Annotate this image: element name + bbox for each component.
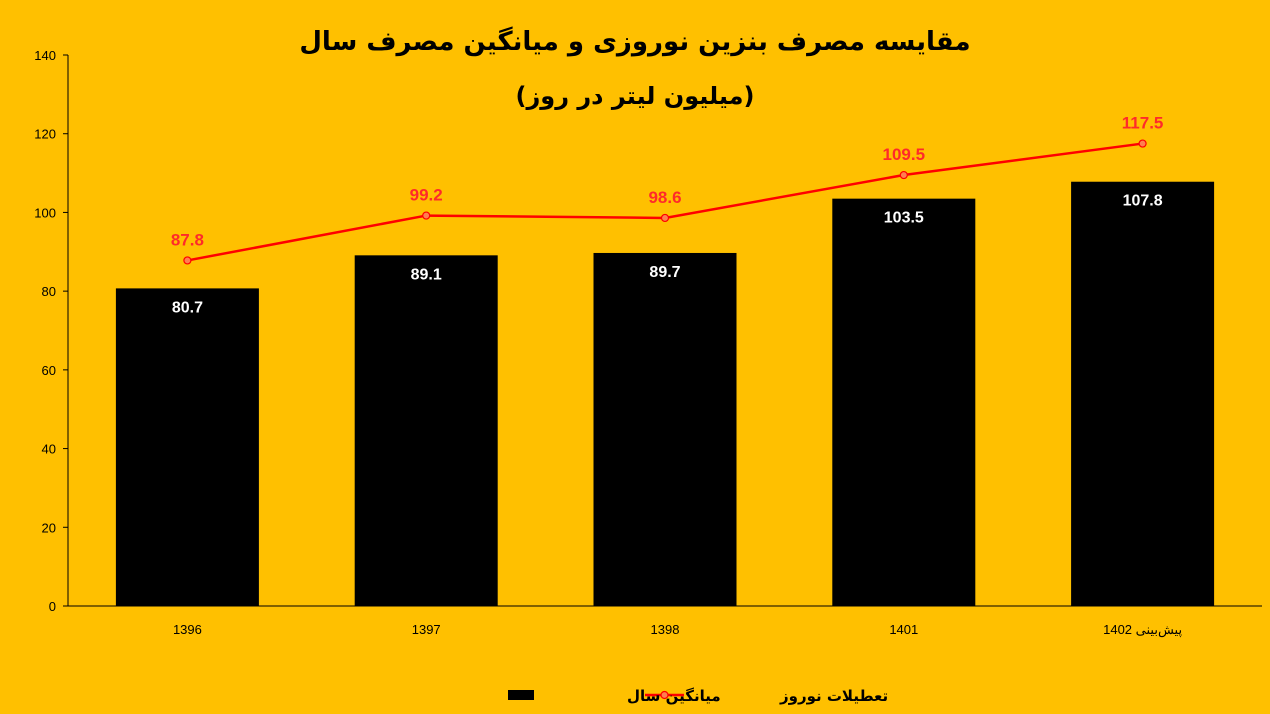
bar-value-label: 107.8 — [1123, 193, 1163, 210]
line-value-label: 109.5 — [883, 145, 926, 164]
chart-title: مقایسه مصرف بنزین نوروزی و میانگین مصرف … — [299, 26, 970, 57]
legend-item-line: تعطیلات نوروز — [645, 687, 888, 705]
bar-value-label: 89.7 — [649, 264, 680, 281]
x-tick-label: 1396 — [173, 622, 202, 637]
y-tick-label: 0 — [49, 599, 56, 614]
line-point — [660, 213, 670, 223]
bar — [593, 252, 737, 606]
bar-value-label: 103.5 — [884, 210, 924, 227]
y-tick-label: 80 — [42, 284, 56, 299]
x-tick-label: 1398 — [651, 622, 680, 637]
y-axis: 0 20 40 60 80 100 120 140 — [34, 48, 69, 614]
line-point — [899, 170, 908, 180]
line-point — [422, 211, 431, 220]
chart-subtitle: (میلیون لیتر در روز) — [515, 82, 754, 110]
legend-line-label: تعطیلات نوروز — [779, 687, 888, 705]
legend-line-marker — [660, 690, 669, 700]
line-value-label: 99.2 — [410, 186, 443, 205]
legend-bar-swatch — [508, 690, 534, 700]
bar — [1071, 181, 1215, 607]
bar — [832, 198, 976, 606]
bar-value-label: 80.7 — [172, 299, 203, 316]
x-tick-label: 1397 — [412, 622, 441, 637]
line-point — [1138, 139, 1147, 148]
bar — [354, 255, 498, 606]
y-tick-label: 120 — [34, 127, 56, 142]
line-value-label: 87.8 — [171, 230, 204, 249]
legend: تعطیلات نوروز میانگین سال — [508, 687, 888, 705]
x-tick-label: پیش‌بینی 1402 — [1103, 622, 1182, 638]
y-tick-label: 100 — [34, 205, 56, 220]
x-tick-label: 1401 — [889, 622, 918, 637]
legend-item-bar: میانگین سال — [508, 687, 721, 705]
line-value-label: 98.6 — [648, 188, 681, 207]
legend-bar-label: میانگین سال — [627, 687, 721, 705]
y-tick-label: 40 — [42, 442, 56, 457]
y-tick-label: 60 — [42, 363, 56, 378]
bar-series: 80.7 89.1 89.7 103.5 107.8 — [115, 181, 1215, 607]
bar-value-label: 89.1 — [411, 266, 442, 283]
x-axis: 1396 1397 1398 1401 پیش‌بینی 1402 — [68, 605, 1262, 638]
y-tick-label: 140 — [34, 48, 56, 63]
line-point — [183, 256, 192, 265]
bar — [115, 288, 259, 606]
line-series: 87.8 99.2 98.6 109.5 117.5 — [171, 114, 1164, 265]
line-value-label: 117.5 — [1122, 114, 1164, 133]
y-tick-label: 20 — [42, 520, 56, 535]
